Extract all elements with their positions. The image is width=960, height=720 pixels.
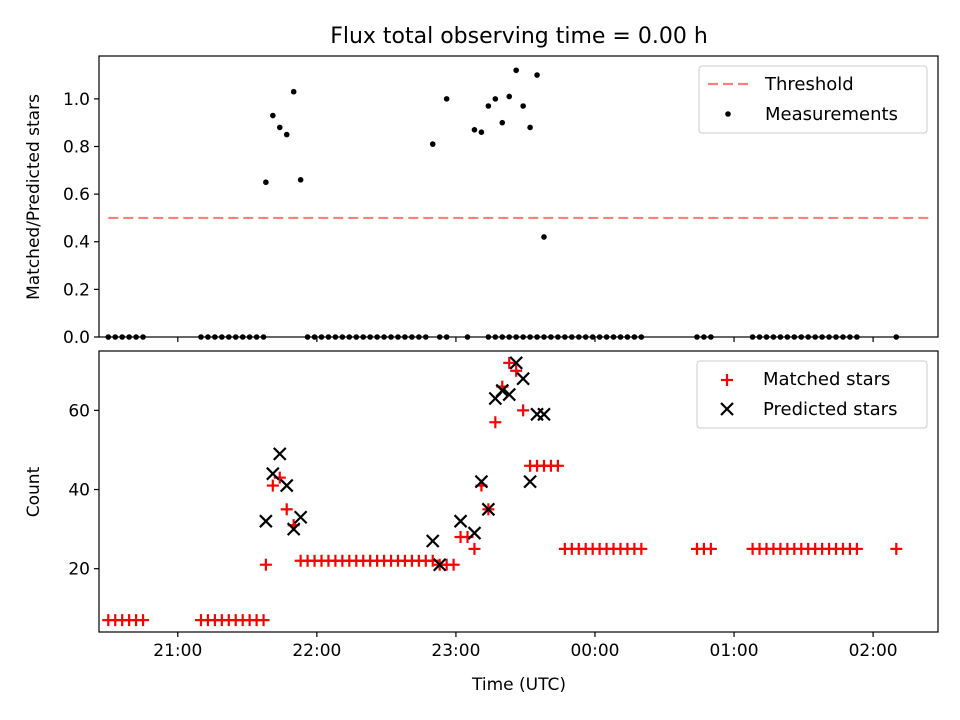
predicted-star-point [432,557,447,572]
bottom-y-ticks: 20 40 60 [68,401,99,580]
matched-star-point [503,356,516,369]
predicted-star-point [293,510,308,525]
predicted-star-point [425,534,440,548]
matched-star-point [266,479,279,492]
measurement-point [478,129,485,136]
predicted-star-point [279,478,294,493]
predicted-star-point [286,522,301,536]
predicted-star-point [481,502,496,517]
measurement-point [541,234,547,240]
measurement-point [290,88,297,95]
predicted-star-point [467,526,482,540]
matched-star-point [704,542,717,555]
legend-matched-swatch [721,374,733,386]
legend-measurement-swatch [725,111,731,117]
bottom-legend: Matched stars Predicted stars [696,360,928,429]
matched-star-point [551,459,564,472]
legend-predicted-swatch [720,402,734,416]
bottom-x-ticks: 21:0022:0023:0000:0001:0002:0003:0004:00… [153,632,898,661]
predicted-star-point [495,383,510,398]
matched-star-point [257,614,270,627]
legend-threshold-label: Threshold [764,74,854,95]
top-legend: Threshold Measurements [698,65,928,134]
measurement-point [513,67,519,74]
measurement-point [429,141,436,147]
predicted-star-point [509,356,523,370]
predicted-star-point [523,474,537,489]
top-x-ticks [177,337,874,342]
measurement-point [283,131,290,138]
predicted-star-point [266,466,280,481]
matched-star-point [489,416,502,429]
measurement-point [499,119,506,126]
bottom-y-tick-label: 60 [68,401,90,421]
measurement-point [263,179,269,186]
top-y-tick-label: 0.4 [63,233,90,253]
bottom-x-tick-label: 00:00 [570,641,619,661]
bottom-legend-frame [696,360,928,429]
matched-star-point [447,558,460,571]
predicted-star-point [259,514,273,528]
top-legend-frame [698,65,928,134]
bottom-x-tick-label: 23:00 [431,641,480,661]
predicted-star-point [453,514,468,528]
top-y-tick-label: 0.2 [63,280,90,300]
measurement-point [270,112,276,119]
bottom-x-tick-label: 01:00 [710,641,759,661]
legend-matched-label: Matched stars [763,369,890,390]
matched-star-point [468,542,481,555]
bottom-x-label: Time (UTC) [471,675,566,695]
measurement-point [297,177,304,183]
bottom-y-tick-label: 20 [68,560,90,580]
predicted-star-points [259,356,551,572]
bottom-y-label: Count [24,466,44,517]
bottom-x-tick-label: 22:00 [292,641,341,661]
top-y-ticks: 0.0 0.2 0.4 0.6 0.8 1.0 [63,90,99,348]
measurement-point [506,93,513,100]
measurement-point [492,96,499,102]
matched-star-point [517,404,530,417]
bottom-y-tick-label: 40 [68,481,90,501]
top-y-tick-label: 0.0 [63,328,90,348]
chart-title: Flux total observing time = 0.00 h [330,24,708,49]
measurement-point [276,124,283,131]
bottom-x-tick-label: 02:00 [849,641,898,661]
matched-star-point [635,542,648,555]
measurement-point [485,103,492,109]
top-axes-frame [98,55,939,338]
predicted-star-point [474,474,489,489]
measurement-point [534,72,540,78]
matched-star-point [510,364,523,377]
matched-star-point [259,558,272,571]
matched-star-point [850,542,863,555]
predicted-star-point [516,371,530,386]
matched-star-point [137,614,150,627]
top-y-label: Matched/Predicted stars [24,94,44,300]
predicted-star-point [502,387,517,402]
measurement-point [520,103,526,109]
legend-predicted-label: Predicted stars [763,399,897,420]
measurement-point [471,127,478,133]
matched-star-point [280,503,293,516]
top-y-tick-label: 0.6 [63,185,90,205]
measurement-point [443,96,450,102]
measurement-point [527,124,533,131]
matched-star-points [102,356,903,627]
predicted-star-point [273,447,287,461]
bottom-x-tick-label: 21:00 [153,641,202,661]
bottom-axes-frame [98,350,939,633]
top-y-tick-label: 0.8 [63,137,90,157]
legend-measurement-label: Measurements [765,104,898,125]
predicted-star-point [537,407,551,422]
top-panel: 0.0 0.2 0.4 0.6 0.8 1.0 Matched/Predicted sta… [24,55,939,348]
matched-star-point [890,542,903,555]
top-y-tick-label: 1.0 [63,90,90,110]
